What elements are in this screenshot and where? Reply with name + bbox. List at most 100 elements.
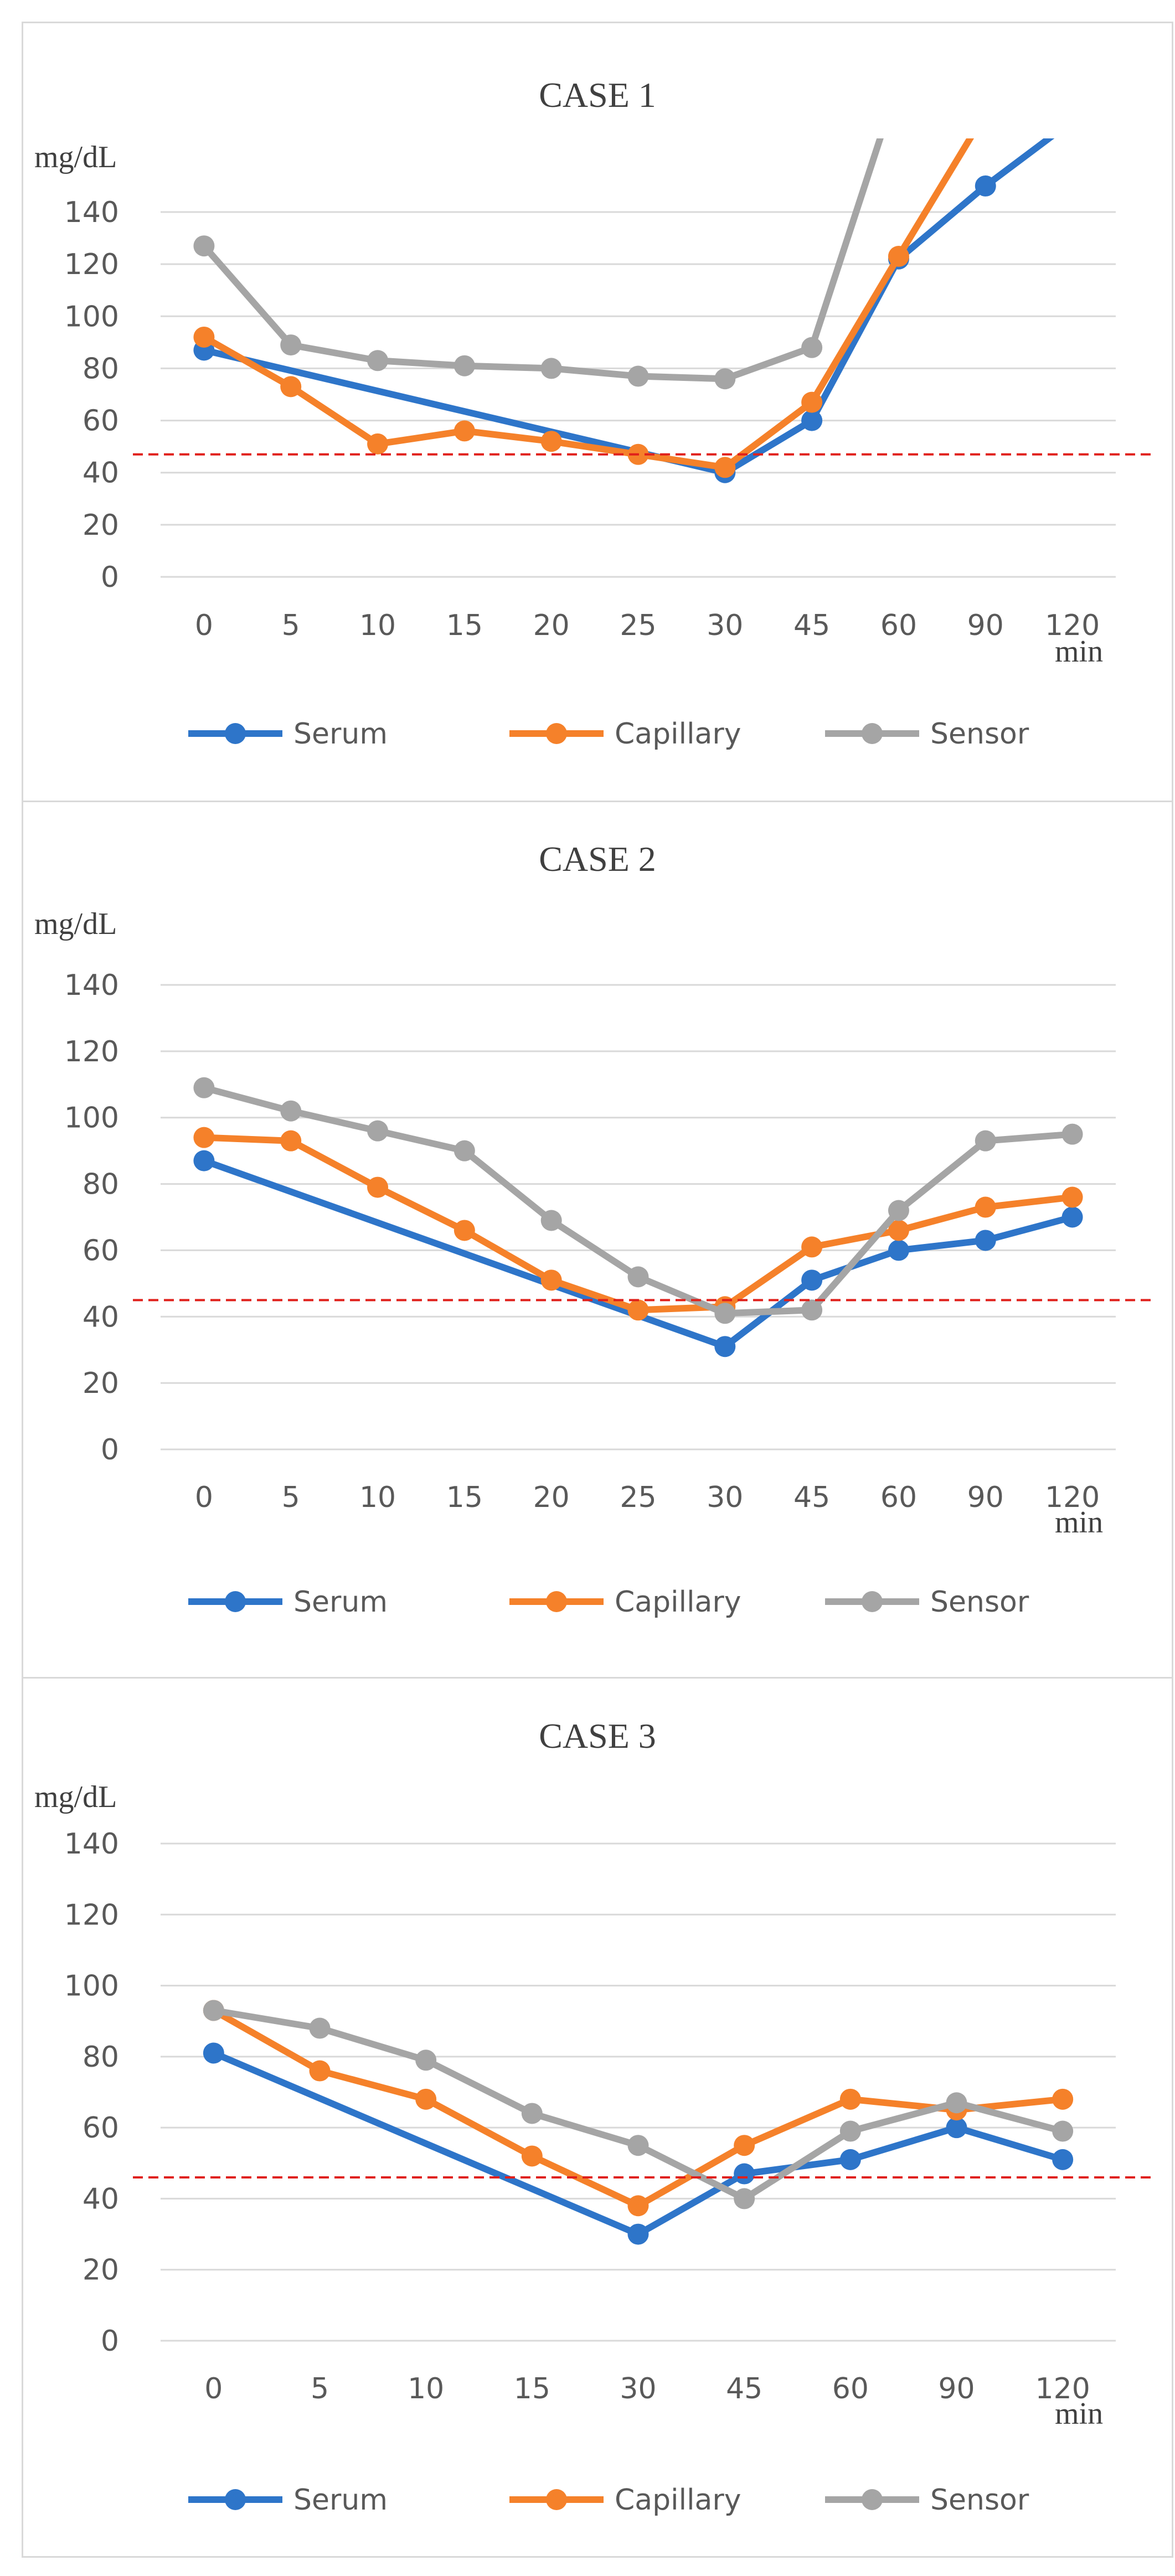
chart-case-2: CASE 2 mg/dL 0 20 40 60 80 100 120 140 0 5 10 15 20 25 3… — [34, 839, 1152, 1619]
y-tick-label: 40 — [83, 457, 119, 490]
legend-label-sensor: Sensor — [930, 1586, 1029, 1619]
data-point-capillary — [734, 2135, 755, 2156]
data-point-capillary — [888, 246, 909, 267]
data-point-serum — [1061, 1206, 1083, 1228]
y-tick-label: 120 — [64, 1035, 119, 1068]
x-axis-label: min — [1055, 2397, 1103, 2431]
y-tick-label: 60 — [83, 2112, 119, 2145]
data-point-capillary — [975, 102, 996, 123]
legend-label-sensor: Sensor — [930, 2484, 1029, 2517]
y-tick-label: 120 — [64, 1898, 119, 1932]
data-point-sensor — [801, 337, 823, 358]
y-tick-label: 20 — [83, 509, 119, 542]
legend-marker-capillary — [546, 1591, 567, 1612]
x-tick-label: 0 — [204, 2372, 223, 2405]
data-point-serum — [1062, 110, 1083, 131]
legend-marker-sensor — [862, 723, 883, 744]
data-point-sensor — [367, 350, 389, 371]
legend: Serum Capillary Sensor — [188, 717, 1029, 751]
y-axis-label: mg/dL — [34, 1780, 117, 1814]
legend-label-capillary: Capillary — [615, 717, 741, 751]
x-tick-label: 60 — [880, 1481, 917, 1514]
legend: Serum Capillary Sensor — [188, 1586, 1029, 1619]
x-axis-label: min — [1055, 1505, 1103, 1540]
data-point-sensor — [453, 1140, 475, 1161]
data-point-capillary — [453, 420, 475, 442]
y-tick-label: 140 — [64, 1828, 119, 1861]
data-point-capillary — [627, 2195, 649, 2217]
y-tick-label: 0 — [101, 561, 119, 594]
data-point-capillary — [309, 2060, 331, 2082]
y-tick-label: 140 — [64, 196, 119, 229]
y-axis-label: mg/dL — [34, 907, 117, 941]
x-tick-label: 15 — [514, 2372, 550, 2405]
data-point-sensor — [415, 2050, 437, 2071]
data-point-sensor — [309, 2017, 331, 2039]
panel-divider — [22, 1677, 1173, 1679]
legend-marker-serum — [225, 723, 246, 744]
x-tick-label: 20 — [533, 1481, 570, 1514]
y-tick-label: 80 — [83, 2041, 119, 2074]
panel-divider — [22, 801, 1173, 802]
data-point-capillary — [280, 376, 302, 398]
x-tick-label: 30 — [707, 609, 743, 642]
data-point-sensor — [975, 1130, 996, 1152]
data-point-serum — [975, 175, 996, 197]
y-tick-label: 120 — [64, 248, 119, 281]
x-tick-label: 15 — [446, 1481, 483, 1514]
data-point-capillary — [801, 1236, 823, 1258]
data-point-capillary — [521, 2145, 543, 2167]
data-point-capillary — [367, 433, 389, 455]
data-point-sensor — [280, 1100, 302, 1122]
data-point-capillary — [627, 1299, 649, 1321]
data-point-capillary — [975, 1196, 996, 1218]
data-point-sensor — [203, 2000, 224, 2021]
data-point-sensor — [540, 358, 562, 379]
x-tick-label: 90 — [967, 1481, 1004, 1514]
data-point-serum — [627, 2223, 649, 2245]
data-point-sensor — [1061, 1123, 1083, 1145]
data-point-sensor — [193, 235, 215, 257]
x-tick-label: 15 — [446, 609, 483, 642]
chart-case-3: CASE 3 mg/dL 0 20 40 60 80 100 120 140 0 5 10 15 30 45 6… — [34, 1716, 1152, 2517]
y-axis-label: mg/dL — [34, 140, 117, 174]
data-point-serum — [714, 1336, 736, 1357]
data-point-capillary — [540, 1269, 562, 1291]
x-tick-label: 120 — [1045, 1481, 1100, 1514]
x-tick-label: 5 — [282, 609, 300, 642]
series-line-capillary — [200, 138, 975, 471]
data-point-serum — [1052, 2149, 1074, 2170]
data-point-capillary — [540, 431, 562, 452]
x-tick-label: 45 — [793, 1481, 830, 1514]
data-point-sensor — [839, 2120, 861, 2142]
x-tick-label: 10 — [359, 1481, 396, 1514]
x-tick-label: 60 — [880, 609, 917, 642]
series-group — [193, 1077, 1083, 1357]
data-point-sensor — [801, 1299, 823, 1321]
x-tick-label: 120 — [1045, 609, 1100, 642]
data-point-capillary — [193, 1127, 215, 1148]
legend-marker-sensor — [862, 1591, 883, 1612]
y-tick-label: 100 — [64, 1102, 119, 1135]
y-tick-label: 0 — [101, 2325, 119, 2358]
x-tick-label: 30 — [620, 2372, 656, 2405]
x-tick-label: 25 — [620, 609, 656, 642]
legend-marker-capillary — [546, 723, 567, 744]
x-axis-label: min — [1055, 634, 1103, 669]
legend-marker-serum — [225, 1591, 246, 1612]
y-tick-label: 80 — [83, 352, 119, 385]
legend-marker-serum — [225, 2489, 246, 2510]
chart-case-1: CASE 1 mg/dL 0 20 40 60 80 100 120 140 0 5 10 15 20 25 3… — [34, 75, 1152, 751]
data-point-serum — [203, 2042, 224, 2064]
y-tick-label: 100 — [64, 300, 119, 333]
data-point-capillary — [415, 2088, 437, 2110]
x-tick-label: 10 — [408, 2372, 444, 2405]
data-point-serum — [946, 2117, 967, 2139]
data-point-capillary — [1052, 2088, 1074, 2110]
x-tick-label: 0 — [195, 1481, 213, 1514]
legend-label-sensor: Sensor — [930, 717, 1029, 751]
x-tick-label: 30 — [707, 1481, 743, 1514]
series-line-sensor — [200, 138, 884, 383]
data-point-sensor — [280, 334, 302, 356]
